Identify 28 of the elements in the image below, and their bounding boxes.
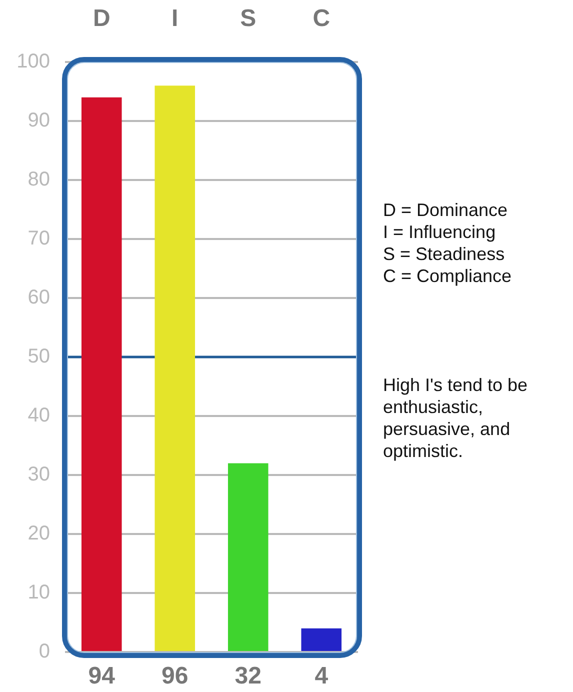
data-label: 32 [234, 662, 262, 690]
bar [154, 86, 196, 651]
text: High I's tend to be enthusiastic, persuasive, and optimistic. [383, 374, 529, 462]
y-tick-label: 50 [28, 346, 50, 368]
x-tick-label: D [92, 5, 110, 32]
x-tick-label: S [240, 5, 256, 32]
bar [301, 628, 342, 651]
data-label: 96 [162, 662, 188, 690]
y-tick-label: 100 [16, 50, 50, 73]
y-tick-label: 30 [28, 464, 50, 486]
y-tick-label: 0 [38, 640, 50, 663]
y-tick-label: 70 [28, 228, 50, 250]
y-tick-label: 10 [28, 582, 50, 604]
y-tick-label: 20 [28, 522, 50, 545]
y-tick-label: 40 [28, 404, 50, 427]
bar [81, 97, 122, 651]
y-tick-label: 90 [28, 110, 50, 132]
x-tick-label: I [172, 5, 178, 32]
text: C = Compliance [383, 265, 512, 287]
data-label: 4 [314, 662, 329, 690]
y-tick-label: 60 [28, 286, 50, 309]
bar [228, 463, 268, 651]
data-label: 94 [88, 662, 116, 690]
text: D = Dominance [383, 199, 509, 221]
y-tick-label: 80 [28, 168, 50, 191]
text: S = Steadiness [383, 243, 506, 265]
x-tick-label: C [312, 5, 330, 32]
text: I = Influencing [383, 221, 497, 243]
